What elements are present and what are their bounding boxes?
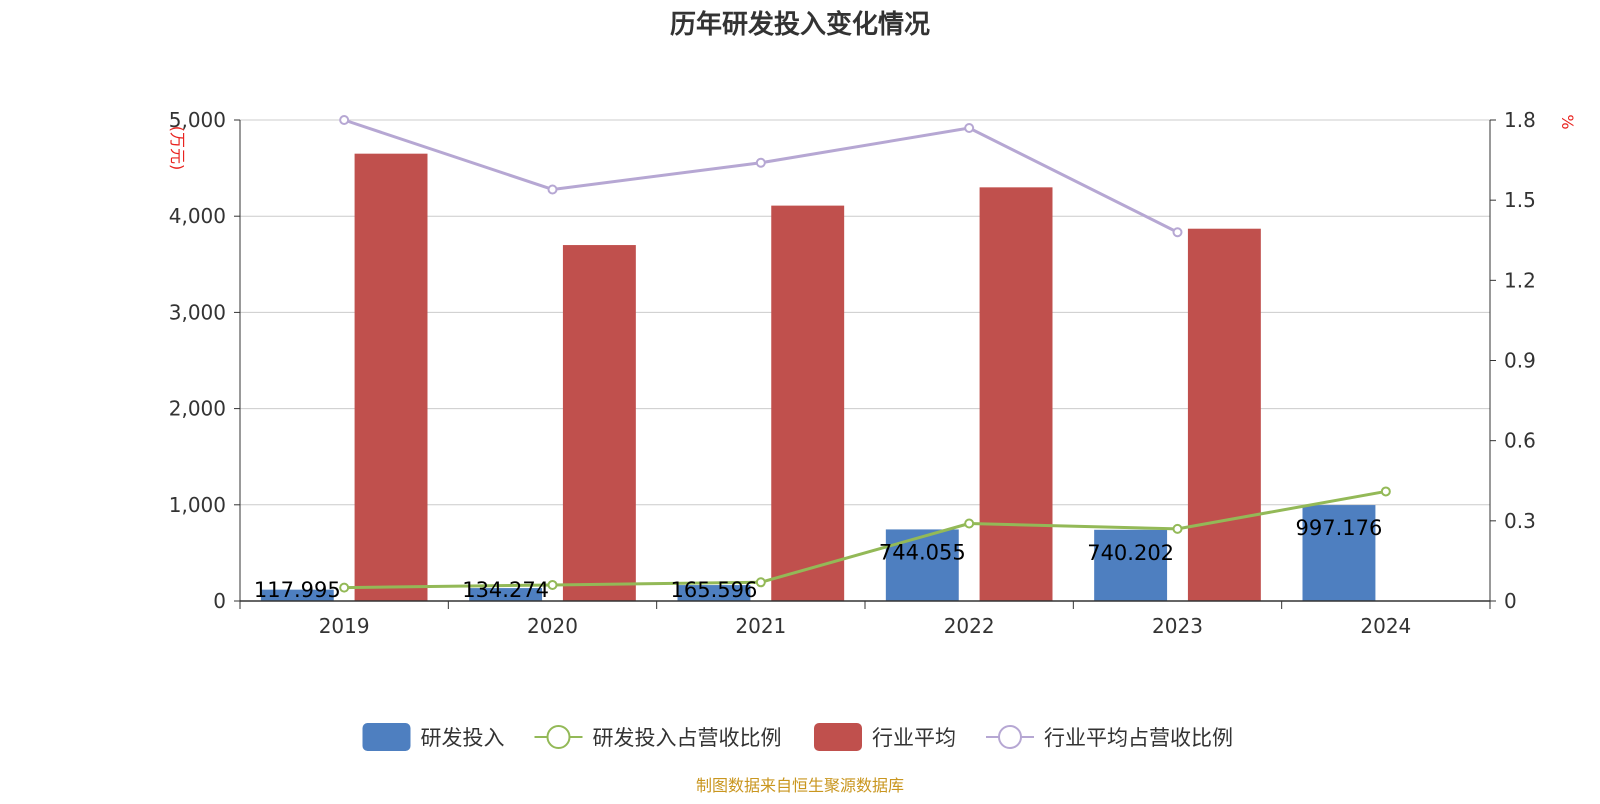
bar-labels: 117.995 134.274 165.596 744.055 740.202 997.1… <box>254 516 1383 602</box>
y-right-tick-label: 0.3 <box>1504 509 1536 533</box>
legend-marker <box>546 725 571 749</box>
bar-0-2020[interactable] <box>469 588 543 601</box>
legend-swatch <box>362 723 411 751</box>
y-right-tick-label: 1.5 <box>1504 188 1536 212</box>
y-left-tick-label: 5,000 <box>169 108 226 132</box>
line-point-3[interactable] <box>339 115 350 125</box>
x-tick-label: 2019 <box>319 614 370 638</box>
bar-value-label: 997.176 <box>1296 516 1383 540</box>
y-right-unit-label: % <box>1558 114 1577 129</box>
y-left-tick-label: 0 <box>213 589 226 613</box>
bar-2-2022[interactable] <box>979 187 1053 601</box>
line-1 <box>344 489 1387 590</box>
line-point-1[interactable] <box>339 582 350 593</box>
line-point-3[interactable] <box>964 123 975 134</box>
bar-value-label: 165.596 <box>671 578 758 602</box>
legend-label: 行业平均占营收比例 <box>1044 726 1233 750</box>
bar-0-2024[interactable] <box>1302 505 1376 601</box>
bar-0-2019[interactable] <box>260 589 334 601</box>
legend-label: 行业平均 <box>872 726 956 750</box>
bar-2-2023[interactable] <box>1187 228 1261 601</box>
legend-marker <box>998 725 1022 749</box>
y-left-tick-label: 3,000 <box>169 300 226 324</box>
chart-title: 历年研发投入变化情况 <box>670 9 930 40</box>
legend-item-3[interactable]: 行业平均占营收比例 <box>986 725 1233 750</box>
axes: 0 1,000 2,000 3,000 4,000 5,000 0 0.3 0.6 0.9 1.2 1… <box>168 108 1577 638</box>
y-right-tick-label: 1.2 <box>1504 268 1536 292</box>
bar-0-2022[interactable] <box>885 529 959 601</box>
y-right-tick-label: 0 <box>1504 589 1517 613</box>
legend-item-0[interactable]: 研发投入 <box>362 723 505 751</box>
line-point-1[interactable] <box>1380 486 1391 497</box>
bar-2-2020[interactable] <box>562 245 636 601</box>
y-right-tick-label: 0.9 <box>1504 349 1536 373</box>
bar-value-label: 117.995 <box>254 578 341 602</box>
bar-value-label: 740.202 <box>1087 541 1174 565</box>
x-tick-label: 2023 <box>1152 614 1203 638</box>
legend-label: 研发投入占营收比例 <box>593 726 782 750</box>
data-source-note: 制图数据来自恒生聚源数据库 <box>696 776 904 795</box>
y-left-tick-label: 2,000 <box>169 397 226 421</box>
bar-0-2023[interactable] <box>1094 529 1168 601</box>
bar-2-2019[interactable] <box>354 153 428 602</box>
legend-swatch <box>814 723 862 751</box>
y-right-tick-label: 1.8 <box>1504 108 1536 132</box>
legend-label: 研发投入 <box>421 726 505 750</box>
x-tick-label: 2020 <box>527 614 578 638</box>
bars <box>260 153 1376 602</box>
line-series <box>339 115 1391 593</box>
line-point-1[interactable] <box>1172 523 1183 534</box>
y-right-tick-label: 0.6 <box>1504 429 1536 453</box>
legend-item-1[interactable]: 研发投入占营收比例 <box>534 725 782 750</box>
legend-item-2[interactable]: 行业平均 <box>814 723 956 751</box>
bar-value-label: 134.274 <box>462 578 549 602</box>
bar-2-2021[interactable] <box>771 205 845 602</box>
line-point-1[interactable] <box>755 577 766 588</box>
y-left-tick-label: 1,000 <box>169 493 226 517</box>
x-tick-label: 2024 <box>1360 614 1411 638</box>
line-point-1[interactable] <box>547 579 558 590</box>
x-tick-label: 2022 <box>944 614 995 638</box>
line-point-1[interactable] <box>964 518 975 529</box>
y-left-unit-label: (万元) <box>168 126 187 171</box>
legend[interactable]: 研发投入 研发投入占营收比例 行业平均 行业平均占营收比例 <box>362 723 1234 751</box>
line-point-3[interactable] <box>1172 227 1183 238</box>
line-point-3[interactable] <box>755 157 766 168</box>
line-point-3[interactable] <box>547 184 558 195</box>
grid-lines <box>240 119 1490 506</box>
bar-0-2021[interactable] <box>677 585 751 601</box>
y-left-tick-label: 4,000 <box>169 204 226 228</box>
bar-value-label: 744.055 <box>879 540 966 564</box>
x-tick-label: 2021 <box>735 614 786 638</box>
